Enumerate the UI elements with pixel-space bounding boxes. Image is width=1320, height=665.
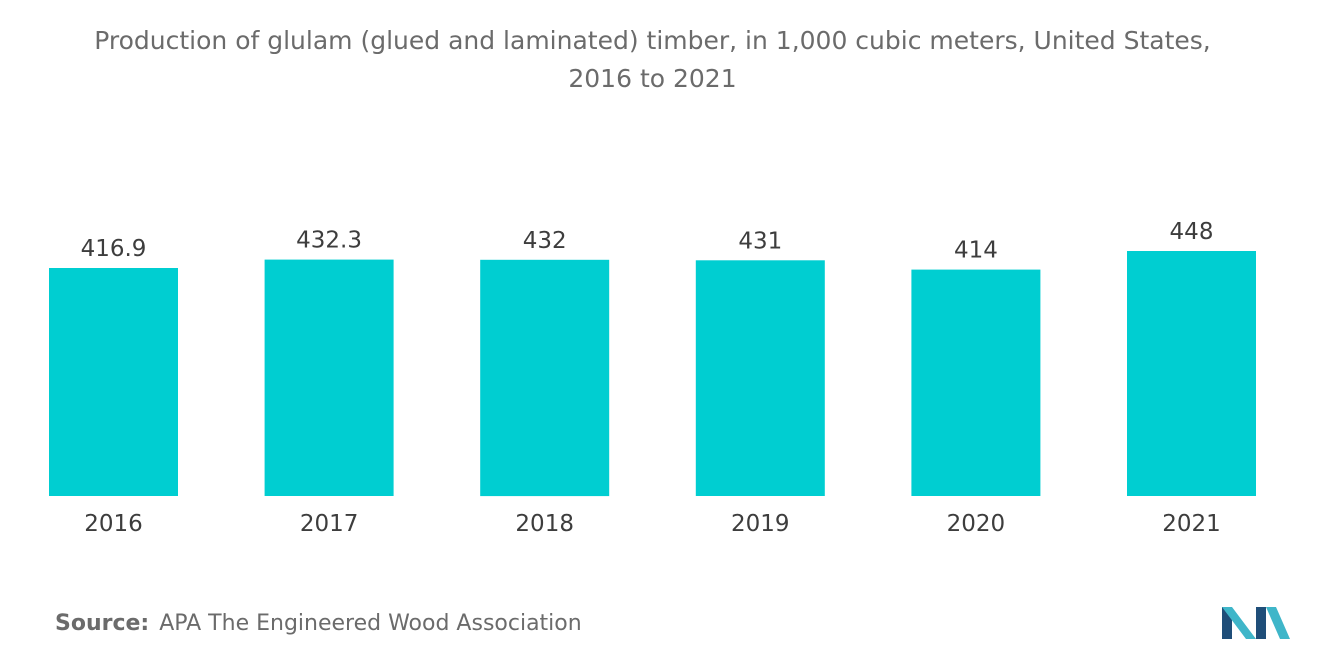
bar-2017 — [264, 259, 394, 496]
source-note: Source: APA The Engineered Wood Associati… — [55, 611, 582, 636]
bar-chart: 416.9 2016 432.3 2017 432 2018 431 2019 414 2020 4… — [49, 219, 1256, 537]
bar-2019 — [695, 260, 825, 496]
value-label-2018: 432 — [523, 228, 567, 254]
value-label-2016: 416.9 — [81, 236, 147, 262]
value-label-2017: 432.3 — [296, 228, 362, 254]
x-tick-label-2019: 2019 — [731, 511, 790, 537]
bar-2018 — [480, 259, 610, 497]
source-key: Source: — [55, 611, 150, 636]
chart-title: Production of glulam (glued and laminate… — [0, 22, 1305, 98]
logo-right-diagonal — [1266, 607, 1290, 639]
x-tick-label-2021: 2021 — [1162, 511, 1221, 537]
bar-2016 — [49, 268, 178, 496]
bar-2021 — [1127, 251, 1256, 496]
x-tick-label-2018: 2018 — [515, 511, 574, 537]
logo-right-stem — [1256, 607, 1266, 639]
bar-2020 — [911, 269, 1041, 496]
chart-title-line-2: 2016 to 2021 — [568, 64, 737, 93]
x-tick-label-2017: 2017 — [300, 511, 359, 537]
value-label-2019: 431 — [738, 228, 782, 254]
x-tick-label-2020: 2020 — [947, 511, 1006, 537]
x-tick-label-2016: 2016 — [84, 511, 143, 537]
chart-title-line-1: Production of glulam (glued and laminate… — [94, 26, 1211, 55]
value-label-2021: 448 — [1170, 219, 1214, 245]
value-label-2020: 414 — [954, 238, 998, 264]
source-text: APA The Engineered Wood Association — [159, 611, 582, 636]
logo-left-diagonal — [1222, 607, 1256, 639]
mordor-intelligence-logo-icon — [1222, 607, 1290, 639]
